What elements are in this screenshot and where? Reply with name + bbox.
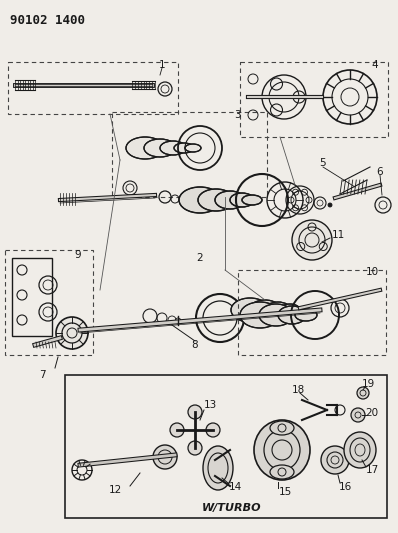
Ellipse shape: [198, 189, 234, 211]
Ellipse shape: [321, 446, 349, 474]
Text: 1: 1: [159, 60, 165, 70]
Ellipse shape: [249, 300, 281, 320]
Text: 6: 6: [377, 167, 383, 177]
Text: 8: 8: [192, 340, 198, 350]
Text: 10: 10: [365, 267, 378, 277]
Ellipse shape: [280, 304, 300, 316]
Text: 20: 20: [365, 408, 378, 418]
Ellipse shape: [254, 420, 310, 480]
Ellipse shape: [215, 191, 245, 209]
Ellipse shape: [265, 302, 291, 318]
Text: 9: 9: [75, 250, 81, 260]
Ellipse shape: [344, 432, 376, 468]
Ellipse shape: [351, 408, 365, 422]
Ellipse shape: [242, 195, 262, 205]
Ellipse shape: [188, 441, 202, 455]
Text: 13: 13: [203, 400, 217, 410]
Text: 17: 17: [365, 465, 378, 475]
Bar: [240, 62, 388, 137]
Ellipse shape: [170, 423, 184, 437]
Ellipse shape: [270, 465, 294, 479]
Ellipse shape: [179, 187, 221, 213]
Bar: [5, 250, 93, 355]
Ellipse shape: [126, 137, 164, 159]
Ellipse shape: [328, 203, 332, 207]
Text: 4: 4: [372, 60, 378, 70]
Text: 2: 2: [197, 253, 203, 263]
Ellipse shape: [206, 423, 220, 437]
Bar: [238, 270, 386, 355]
Ellipse shape: [357, 387, 369, 399]
Ellipse shape: [231, 298, 269, 322]
Bar: [12, 258, 52, 336]
Text: 14: 14: [228, 482, 242, 492]
Ellipse shape: [278, 306, 306, 324]
Ellipse shape: [295, 309, 317, 321]
Ellipse shape: [240, 302, 280, 328]
Text: 16: 16: [338, 482, 351, 492]
Ellipse shape: [188, 405, 202, 419]
Text: 7: 7: [39, 370, 45, 380]
Ellipse shape: [259, 304, 293, 326]
Text: 5: 5: [320, 158, 326, 168]
Text: 12: 12: [108, 485, 122, 495]
Text: 19: 19: [361, 379, 375, 389]
Bar: [65, 375, 387, 518]
Ellipse shape: [153, 445, 177, 469]
Ellipse shape: [185, 144, 201, 152]
Text: 11: 11: [332, 230, 345, 240]
Bar: [112, 112, 267, 197]
Text: 90102 1400: 90102 1400: [10, 14, 85, 27]
Bar: [8, 62, 178, 114]
Text: W/TURBO: W/TURBO: [202, 503, 262, 513]
Ellipse shape: [203, 446, 233, 490]
Text: 3: 3: [234, 110, 240, 120]
Text: 15: 15: [278, 487, 292, 497]
Ellipse shape: [160, 141, 186, 155]
Ellipse shape: [230, 193, 254, 207]
Ellipse shape: [292, 220, 332, 260]
Ellipse shape: [144, 139, 176, 157]
Ellipse shape: [174, 143, 194, 153]
Ellipse shape: [270, 421, 294, 435]
Ellipse shape: [56, 317, 88, 349]
Text: 18: 18: [291, 385, 304, 395]
